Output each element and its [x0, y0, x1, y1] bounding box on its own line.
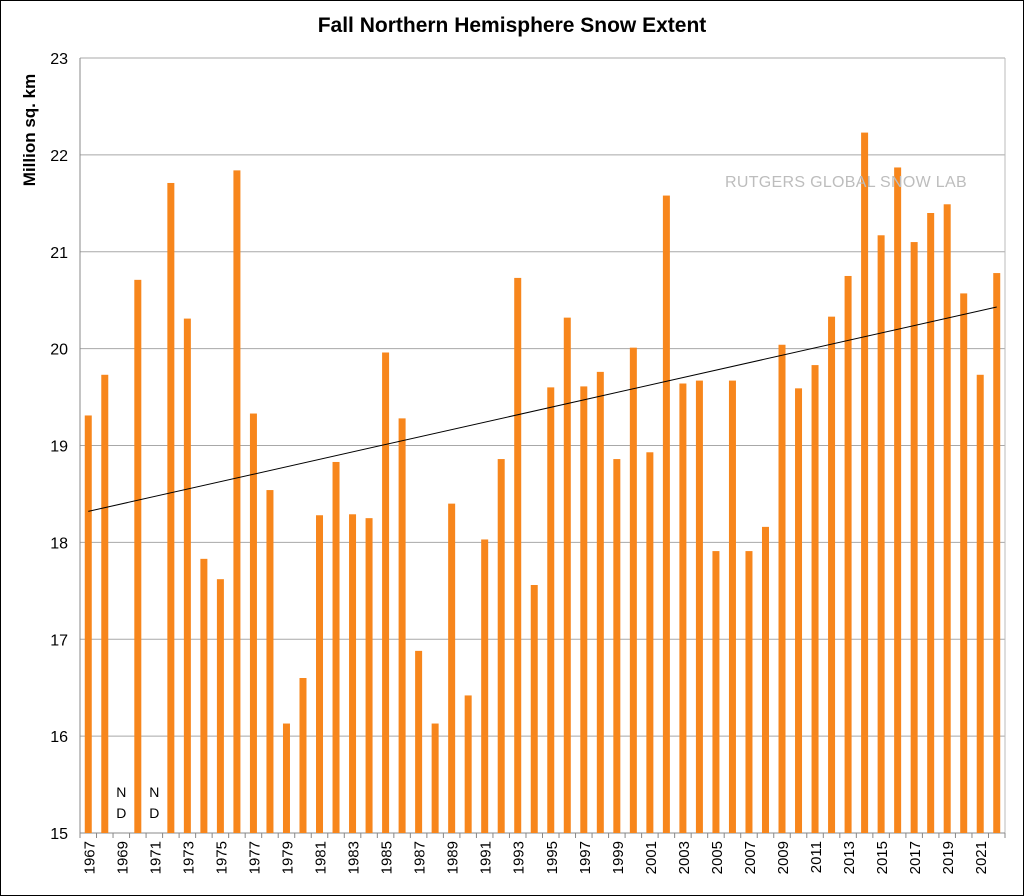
- bar-1974: [200, 558, 208, 833]
- x-tick-label: 1989: [445, 841, 462, 874]
- x-tick-label: 1979: [279, 841, 296, 874]
- x-tick-label: 1993: [511, 841, 528, 874]
- x-tick-label: 2003: [676, 841, 693, 874]
- no-data-label: N: [116, 784, 126, 800]
- bar-2011: [811, 365, 819, 833]
- bar-2018: [927, 213, 935, 833]
- bar-1972: [167, 182, 175, 833]
- no-data-label: D: [149, 805, 159, 821]
- bar-1999: [613, 459, 621, 833]
- bar-2006: [728, 380, 736, 833]
- no-data-label: D: [116, 805, 126, 821]
- bar-2000: [629, 347, 637, 833]
- x-tick-label: 2015: [874, 841, 891, 874]
- bar-2019: [943, 204, 951, 833]
- bar-2015: [877, 235, 885, 833]
- bar-1981: [316, 515, 324, 833]
- x-tick-label: 2005: [709, 841, 726, 874]
- bar-1997: [580, 386, 588, 833]
- bar-2013: [844, 275, 852, 833]
- bar-1979: [282, 723, 290, 833]
- x-tick-label: 1985: [379, 841, 396, 874]
- bar-1991: [481, 539, 489, 833]
- x-tick-label: 1967: [81, 841, 98, 874]
- bar-1980: [299, 678, 307, 833]
- no-data-label: N: [149, 784, 159, 800]
- bar-1973: [183, 318, 191, 833]
- bar-1989: [448, 503, 456, 833]
- bar-1996: [563, 317, 571, 833]
- y-tick-label: 15: [50, 826, 68, 843]
- bar-2001: [646, 452, 654, 833]
- x-tick-label: 1969: [114, 841, 131, 874]
- y-tick-label: 19: [50, 439, 68, 456]
- chart-title: Fall Northern Hemisphere Snow Extent: [317, 14, 707, 37]
- x-tick-label: 2009: [775, 841, 792, 874]
- x-tick-label: 2017: [907, 841, 924, 874]
- x-tick-label: 1975: [213, 841, 230, 874]
- watermark: RUTGERS GLOBAL SNOW LAB: [725, 174, 967, 191]
- y-tick-label: 18: [50, 535, 68, 552]
- x-tick-label: 2007: [742, 841, 759, 874]
- bar-2003: [679, 383, 687, 833]
- bar-1998: [596, 371, 604, 833]
- bar-2017: [910, 242, 918, 833]
- bar-1968: [101, 374, 109, 833]
- bar-1984: [365, 518, 373, 833]
- bar-1985: [382, 352, 390, 833]
- bar-1978: [266, 490, 274, 833]
- x-tick-label: 1999: [610, 841, 627, 874]
- x-tick-label: 2011: [808, 841, 825, 873]
- bar-2007: [745, 551, 753, 833]
- y-tick-label: 22: [50, 148, 68, 165]
- trend-line: [88, 306, 997, 512]
- bar-2016: [894, 167, 902, 833]
- bar-2004: [695, 380, 703, 833]
- x-tick-label: 1973: [180, 841, 197, 874]
- y-tick-label: 20: [50, 342, 68, 359]
- bar-2002: [662, 195, 670, 833]
- bar-1967: [84, 415, 92, 833]
- y-tick-label: 21: [50, 245, 68, 262]
- x-tick-label: 1981: [313, 841, 330, 874]
- bar-1987: [415, 650, 423, 833]
- y-tick-label: 16: [50, 729, 68, 746]
- y-tick-label: 23: [50, 51, 68, 68]
- x-tick-label: 2001: [643, 841, 660, 874]
- x-tick-label: 1987: [412, 841, 429, 874]
- bar-1975: [216, 579, 224, 833]
- x-tick-label: 1995: [544, 841, 561, 874]
- bar-2022: [993, 273, 1001, 833]
- x-tick-label: 2019: [940, 841, 957, 874]
- x-tick-label: 1983: [346, 841, 363, 874]
- x-tick-label: 2013: [841, 841, 858, 874]
- bar-2005: [712, 551, 720, 833]
- bar-2021: [976, 374, 984, 833]
- bar-2012: [828, 316, 836, 833]
- bar-1988: [431, 723, 439, 833]
- bar-1976: [233, 170, 241, 833]
- x-tick-label: 1971: [147, 841, 164, 874]
- bar-2014: [861, 132, 869, 833]
- x-tick-label: 1991: [478, 841, 495, 874]
- bar-2010: [795, 388, 803, 833]
- bar-1995: [547, 387, 555, 833]
- x-tick-label: 1997: [577, 841, 594, 874]
- bar-1994: [530, 585, 538, 833]
- bar-1992: [497, 459, 505, 833]
- bar-2009: [778, 344, 786, 833]
- bar-1990: [464, 695, 472, 833]
- bar-2008: [761, 526, 769, 833]
- x-tick-label: 2021: [973, 841, 990, 874]
- bar-1982: [332, 461, 340, 833]
- y-tick-label: 17: [50, 632, 68, 649]
- bar-1983: [349, 514, 357, 833]
- x-tick-label: 1977: [246, 841, 263, 874]
- bar-1993: [514, 277, 522, 833]
- bar-1970: [134, 279, 142, 833]
- bar-1986: [398, 418, 406, 833]
- bar-2020: [960, 293, 968, 833]
- bar-1977: [249, 413, 257, 833]
